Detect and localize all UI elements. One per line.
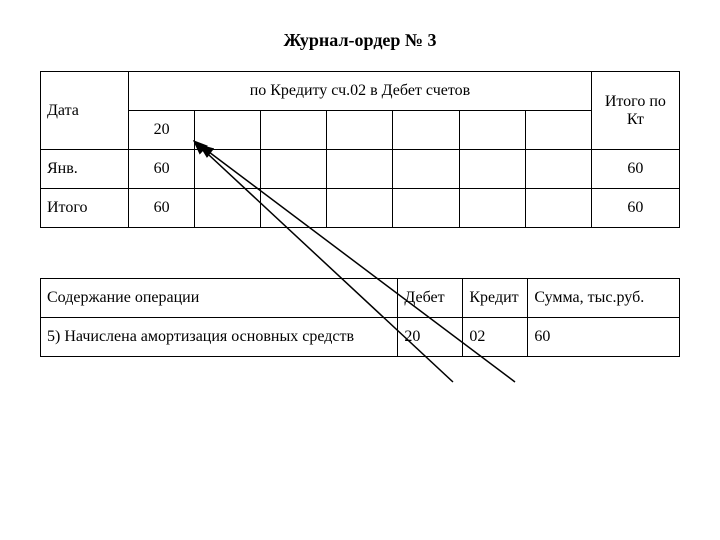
table-row: Итого 60 60: [41, 189, 680, 228]
empty-cell: [327, 189, 393, 228]
empty-cell: [459, 189, 525, 228]
empty-cell: [459, 150, 525, 189]
cell-op: 5) Начислена амортизация основных средст…: [41, 318, 398, 357]
journal-table: Дата по Кредиту сч.02 в Дебет счетов Ито…: [40, 71, 680, 228]
col-header-credit-caption: по Кредиту сч.02 в Дебет счетов: [129, 72, 592, 111]
empty-cell: [393, 111, 459, 150]
cell-total: 60: [591, 150, 679, 189]
cell-credit: 02: [463, 318, 528, 357]
col-header-date: Дата: [41, 72, 129, 150]
empty-cell: [327, 150, 393, 189]
cell-sum: 60: [528, 318, 680, 357]
cell-total: 60: [591, 189, 679, 228]
empty-cell: [525, 189, 591, 228]
empty-cell: [261, 150, 327, 189]
cell-date: Янв.: [41, 150, 129, 189]
col-header-sum: Сумма, тыс.руб.: [528, 279, 680, 318]
empty-cell: [327, 111, 393, 150]
col-header-debit: Дебет: [398, 279, 463, 318]
content-wrap: Дата по Кредиту сч.02 в Дебет счетов Ито…: [40, 71, 680, 357]
operations-table: Содержание операции Дебет Кредит Сумма, …: [40, 278, 680, 357]
empty-cell: [525, 150, 591, 189]
col-header-op: Содержание операции: [41, 279, 398, 318]
empty-cell: [195, 150, 261, 189]
empty-cell: [393, 150, 459, 189]
cell-acct: 60: [129, 150, 195, 189]
empty-cell: [261, 111, 327, 150]
cell-debit: 20: [398, 318, 463, 357]
cell-acct: 60: [129, 189, 195, 228]
col-header-credit: Кредит: [463, 279, 528, 318]
col-header-acct: 20: [129, 111, 195, 150]
cell-date: Итого: [41, 189, 129, 228]
empty-cell: [261, 189, 327, 228]
page-title: Журнал-ордер № 3: [40, 30, 680, 51]
empty-cell: [459, 111, 525, 150]
empty-cell: [393, 189, 459, 228]
empty-cell: [195, 111, 261, 150]
table-row: 5) Начислена амортизация основных средст…: [41, 318, 680, 357]
col-header-total: Итого по Кт: [591, 72, 679, 150]
empty-cell: [195, 189, 261, 228]
empty-cell: [525, 111, 591, 150]
table-row: Янв. 60 60: [41, 150, 680, 189]
